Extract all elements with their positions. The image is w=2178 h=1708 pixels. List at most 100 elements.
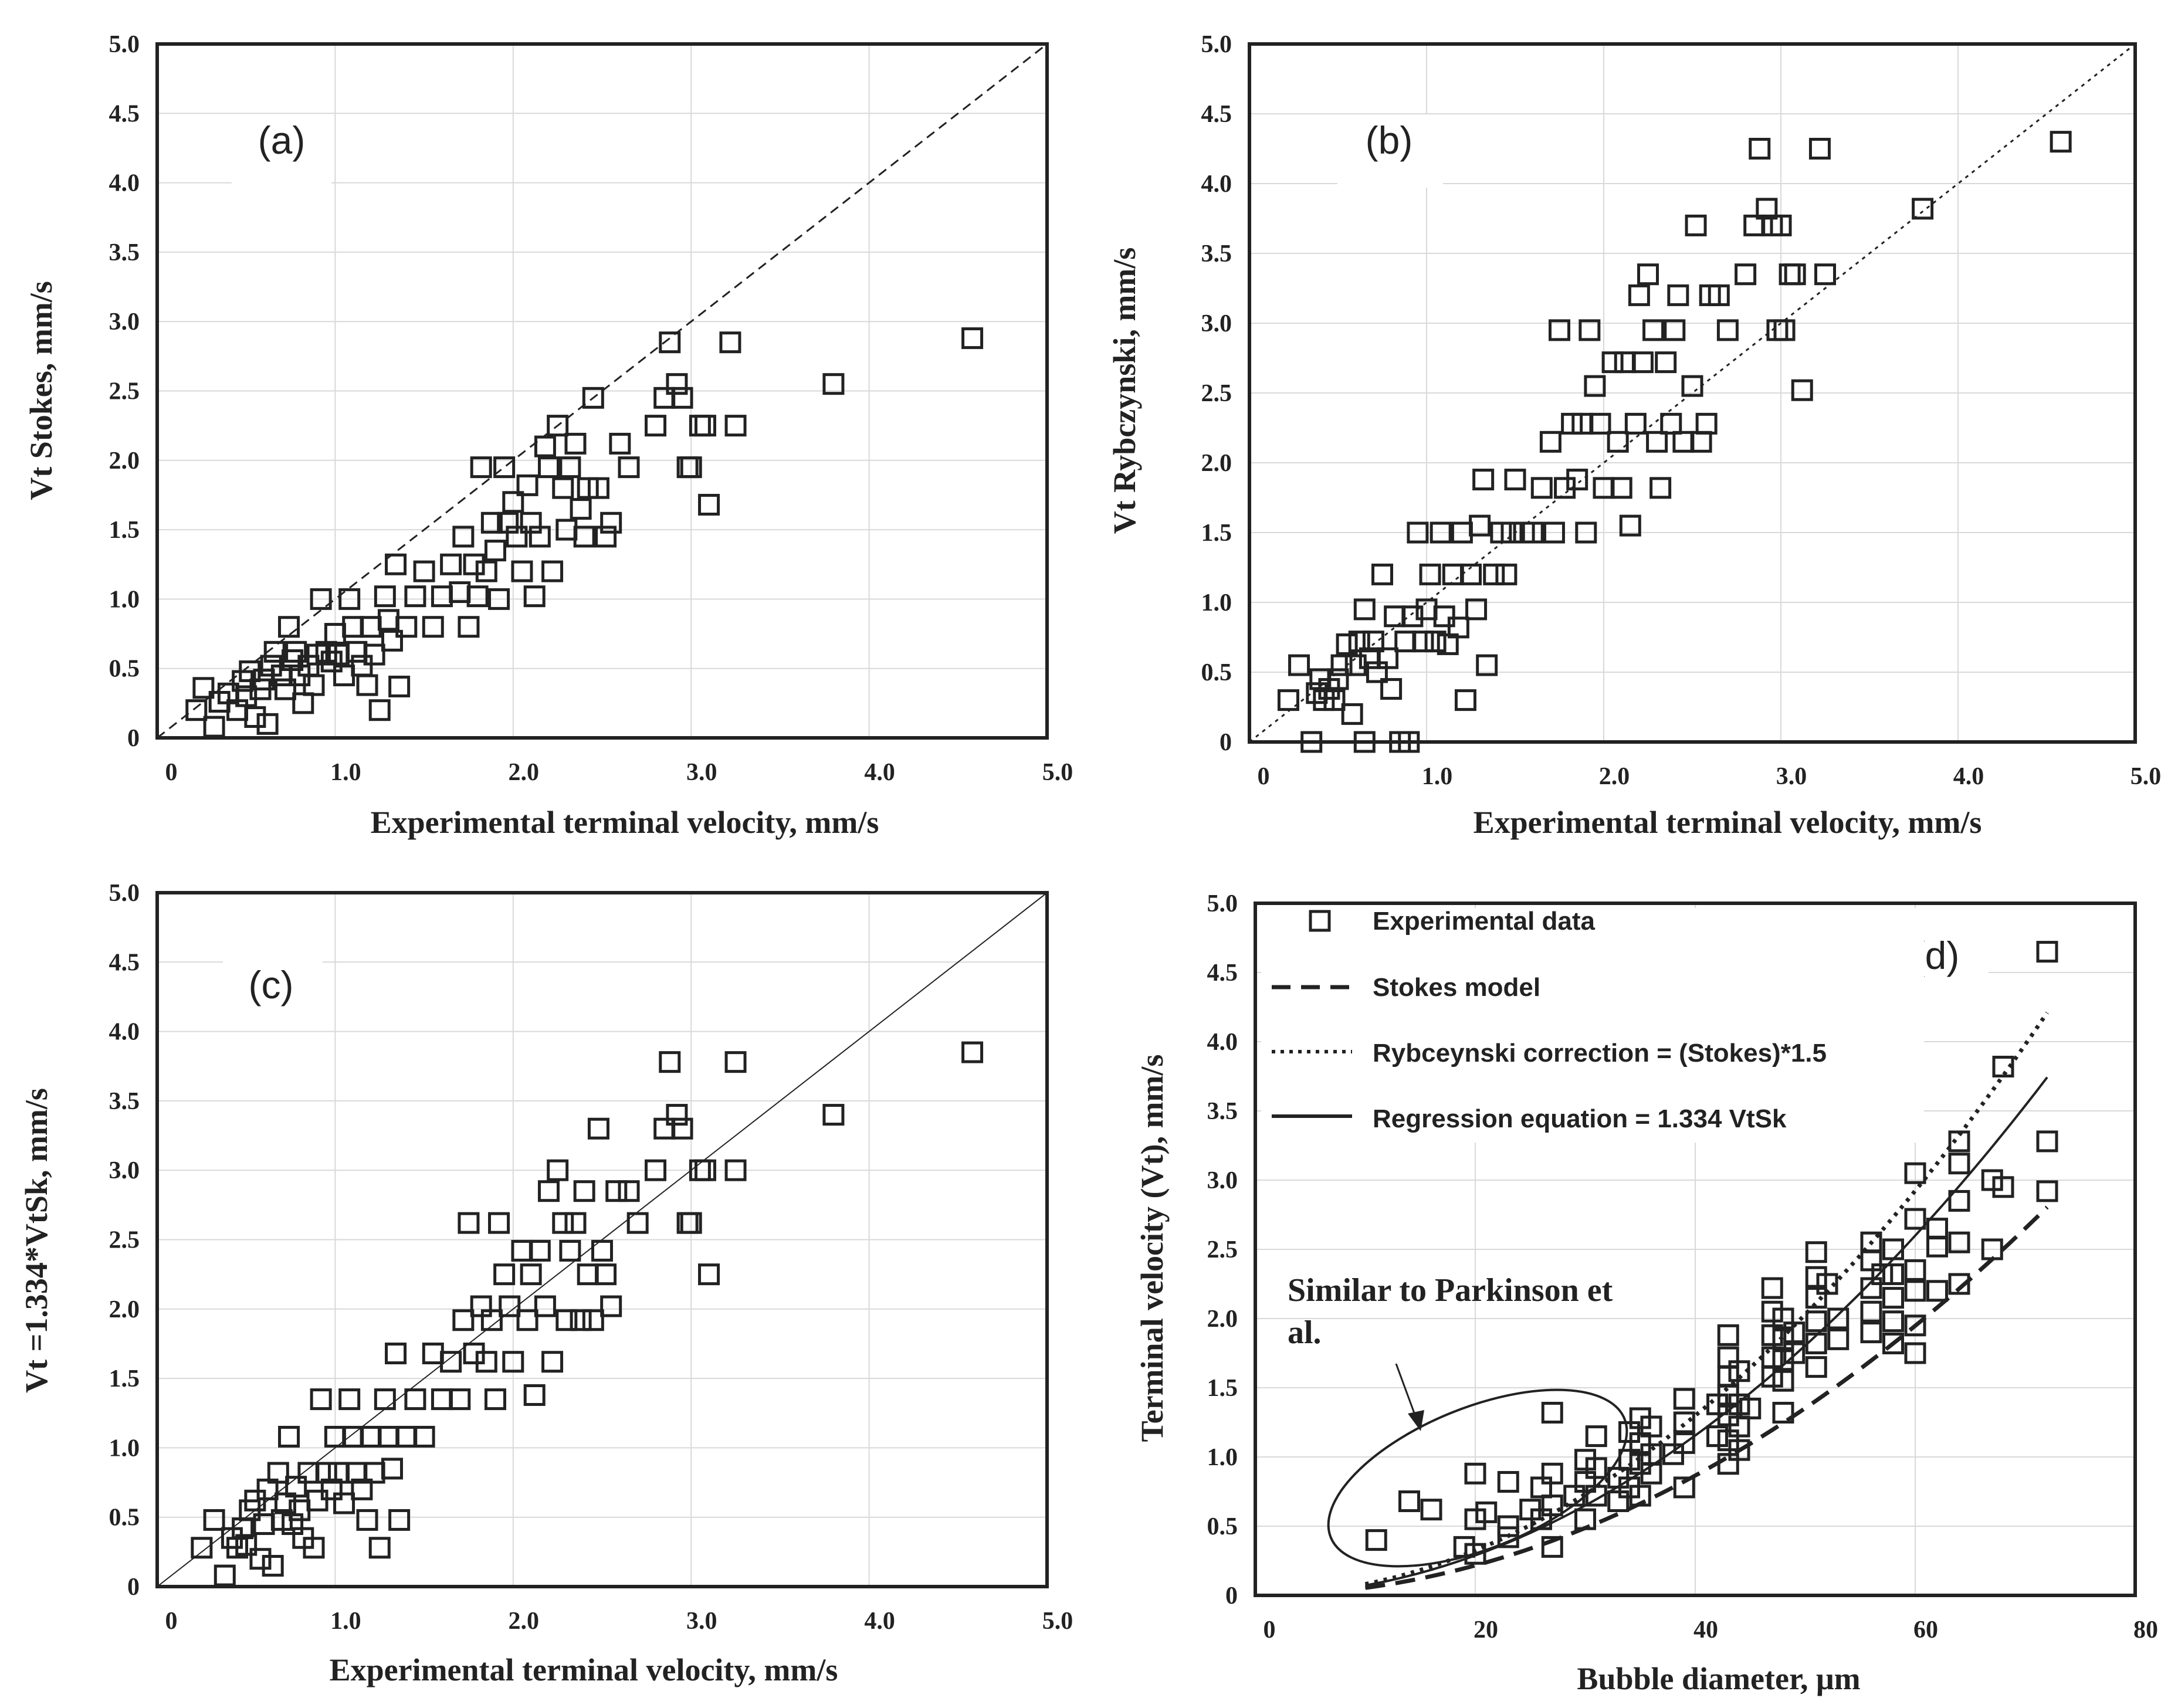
- panel-c-x-ticks: 0 1.0 2.0 3.0 4.0 5.0: [165, 1608, 1073, 1635]
- data-point-marker: [1407, 521, 1429, 544]
- data-point-marker: [466, 585, 489, 608]
- panel-d-legend: Experimental data Stokes model Rybceynsk…: [1261, 907, 1924, 1143]
- data-point-marker: [320, 1478, 343, 1500]
- data-point-marker: [475, 560, 497, 582]
- data-point-marker: [1882, 1287, 1904, 1309]
- data-point-marker: [1323, 689, 1346, 711]
- data-point-marker: [1904, 1208, 1926, 1230]
- data-point-marker: [1447, 616, 1469, 639]
- data-point-marker: [1330, 654, 1353, 676]
- data-point-marker: [1717, 1453, 1739, 1475]
- data-point-marker: [185, 699, 208, 721]
- data-point-marker: [591, 1239, 613, 1262]
- data-point-marker: [1288, 654, 1310, 676]
- data-point-marker: [1497, 1470, 1519, 1493]
- panel-b-y-tick-label: 3.5: [1201, 240, 1232, 267]
- panel-b-y-tick-label: 0.5: [1201, 659, 1232, 686]
- panel-b: 0 0.5 1.0 1.5 2.0 2.5 3.0 3.5 4.0 4.5 5.0 0 1.0 2.0 3…: [1107, 31, 2161, 840]
- data-point-marker: [1662, 1443, 1684, 1465]
- data-point-marker: [1362, 631, 1384, 653]
- data-point-marker: [1277, 689, 1299, 711]
- data-point-marker: [698, 1263, 720, 1286]
- data-point-marker: [564, 432, 587, 455]
- data-point-marker: [1882, 1238, 1904, 1260]
- data-point-marker: [1464, 1508, 1486, 1530]
- panel-d-y-ticks: 0 0.5 1.0 1.5 2.0 2.5 3.0 3.5 4.0 4.5 5.0: [1207, 890, 1238, 1609]
- data-point-marker: [1475, 1501, 1498, 1523]
- data-point-marker: [363, 643, 385, 666]
- panel-a-x-tick-label: 3.0: [686, 759, 717, 786]
- data-point-marker: [1706, 1425, 1728, 1448]
- panel-c-x-tick-label: 3.0: [686, 1608, 717, 1635]
- data-point-marker: [573, 526, 595, 548]
- data-point-marker: [547, 415, 569, 437]
- data-point-marker: [1344, 654, 1367, 676]
- panel-a-y-ticks: 0 0.5 1.0 1.5 2.0 2.5 3.0 3.5 4.0 4.5 5.0: [109, 31, 140, 752]
- legend-label-experimental: Experimental data: [1373, 907, 1596, 936]
- panel-c-label: (c): [249, 963, 294, 1006]
- data-point-marker: [595, 1263, 617, 1286]
- data-point-marker: [440, 553, 462, 575]
- panel-d-y-tick-label: 5.0: [1207, 890, 1238, 917]
- data-point-marker: [1585, 1457, 1607, 1479]
- panel-a-y-tick-label: 2.5: [109, 378, 140, 405]
- data-point-marker: [381, 629, 403, 652]
- data-point-marker: [385, 553, 407, 575]
- data-point-marker: [1948, 1153, 1970, 1175]
- data-point-marker: [1784, 263, 1806, 286]
- data-point-marker: [1619, 514, 1641, 537]
- panel-c-x-tick-label: 0: [165, 1608, 178, 1635]
- legend-label-rybczynski: Rybceynski correction = (Stokes)*1.5: [1373, 1039, 1827, 1068]
- data-point-marker: [1660, 412, 1682, 435]
- data-point-marker: [475, 1351, 497, 1373]
- data-point-marker: [2036, 1180, 2058, 1202]
- data-point-marker: [484, 1388, 506, 1411]
- data-point-marker: [1365, 1529, 1387, 1551]
- data-point-marker: [541, 560, 564, 582]
- data-point-marker: [303, 674, 325, 696]
- panel-d-y-tick-label: 4.5: [1207, 960, 1238, 987]
- data-point-marker: [694, 1159, 716, 1181]
- data-point-marker: [1624, 412, 1647, 435]
- data-point-marker: [671, 1117, 693, 1140]
- panel-c-y-tick-label: 1.5: [109, 1365, 140, 1392]
- data-point-marker: [1717, 1324, 1739, 1346]
- data-point-marker: [1783, 1321, 1806, 1344]
- data-point-marker: [1860, 1321, 1882, 1344]
- data-point-marker: [1607, 1490, 1630, 1513]
- data-point-marker: [1673, 1432, 1695, 1454]
- panel-a-y-tick-label: 0.5: [109, 656, 140, 683]
- data-point-marker: [1772, 1307, 1794, 1330]
- data-point-marker: [274, 678, 296, 700]
- panel-d-y-axis-label: Terminal velocity (Vt), mm/s: [1134, 1055, 1170, 1442]
- data-point-marker: [488, 588, 510, 610]
- panel-a-x-tick-label: 0: [165, 759, 178, 786]
- panel-c-x-tick-label: 2.0: [509, 1608, 540, 1635]
- data-point-marker: [1761, 1324, 1783, 1346]
- data-point-marker: [1584, 375, 1606, 397]
- data-point-marker: [1992, 1176, 2014, 1198]
- data-point-marker: [573, 1180, 595, 1202]
- data-point-marker: [452, 1309, 475, 1331]
- data-point-marker: [1904, 1280, 1926, 1302]
- data-point-marker: [1476, 654, 1498, 676]
- data-point-marker: [659, 331, 681, 354]
- data-point-marker: [1772, 1328, 1794, 1350]
- data-point-marker: [1717, 1404, 1739, 1426]
- data-point-marker: [1735, 263, 1757, 286]
- data-point-marker: [1601, 351, 1624, 374]
- data-point-marker: [488, 1212, 510, 1234]
- data-point-marker: [511, 560, 533, 582]
- data-point-marker: [306, 1489, 328, 1512]
- data-point-marker: [422, 616, 444, 638]
- panel-b-grid: [1249, 44, 2135, 742]
- data-point-marker: [559, 1239, 581, 1262]
- stokes-model-curve: [1365, 1205, 2049, 1590]
- legend-marker-experimental: [1309, 910, 1331, 932]
- data-point-marker: [1816, 1273, 1838, 1295]
- data-point-marker: [1904, 1162, 1926, 1184]
- data-point-marker: [1772, 1349, 1794, 1371]
- data-point-marker: [1629, 1485, 1651, 1507]
